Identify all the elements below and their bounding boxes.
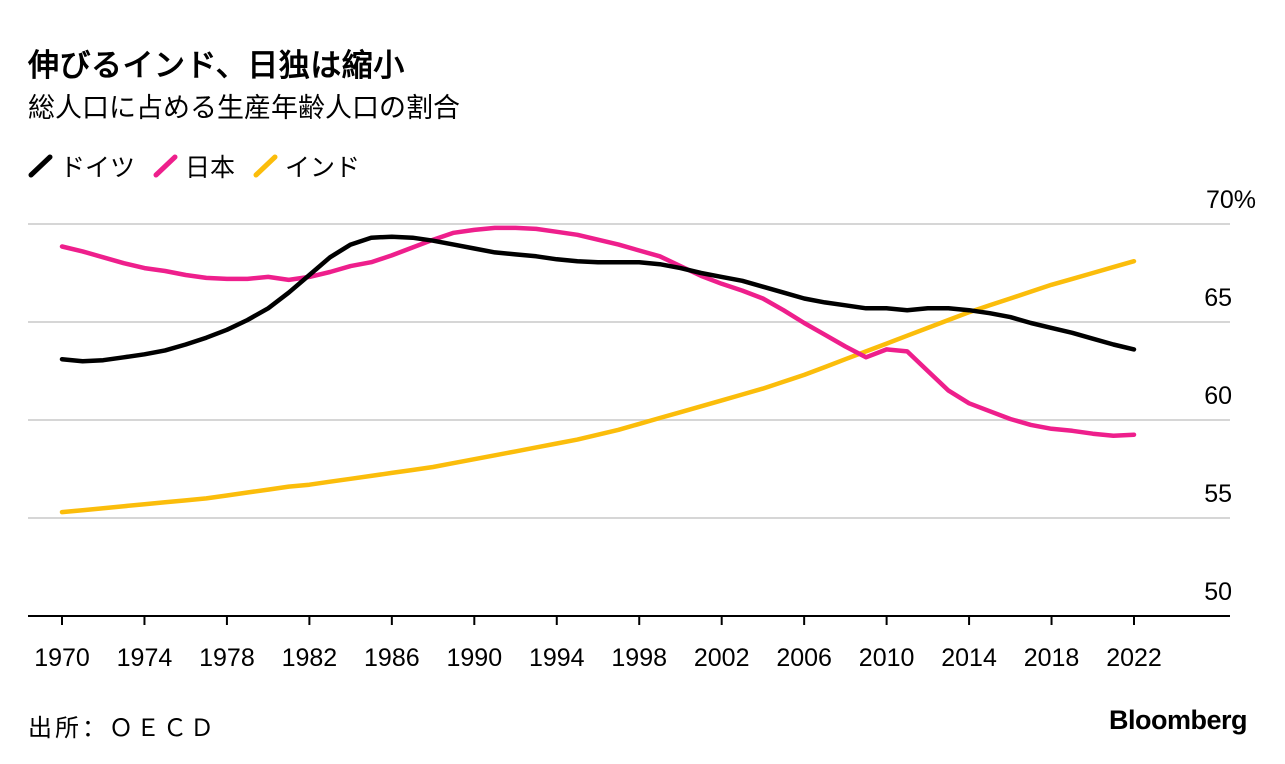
chart-subtitle: 総人口に占める生産年齢人口の割合 — [28, 93, 460, 124]
x-tick-label-1998: 1998 — [611, 644, 667, 672]
series-line-germany — [59, 234, 1137, 364]
bloomberg-logo: Bloomberg — [1108, 705, 1248, 735]
legend-swatch-india — [253, 154, 278, 178]
legend-swatch-japan — [153, 154, 178, 178]
y-tick-label-60: 60 — [1204, 382, 1232, 410]
x-tick-label-1994: 1994 — [529, 644, 585, 672]
series-lines — [59, 225, 1137, 515]
legend-item-germany: ドイツ — [28, 148, 135, 184]
x-tick-label-1986: 1986 — [364, 644, 420, 672]
x-tick-label-2014: 2014 — [941, 644, 997, 672]
legend-swatch-germany — [28, 154, 53, 178]
x-tick-label-1978: 1978 — [199, 644, 255, 672]
legend: ドイツ 日本 インド — [28, 148, 378, 184]
x-tick-label-1974: 1974 — [117, 644, 173, 672]
legend-label-germany: ドイツ — [60, 153, 136, 182]
chart-title: 伸びるインド、日独は縮小 — [28, 48, 405, 84]
x-axis: 1970 1974 1978 1982 1986 1990 1994 1998 2002 2006… — [28, 615, 1230, 672]
y-tick-label-65: 65 — [1204, 284, 1232, 312]
x-tick-label-1990: 1990 — [446, 644, 502, 672]
x-tick-label-1970: 1970 — [34, 644, 90, 672]
legend-label-india: インド — [285, 153, 361, 182]
y-tick-label-50: 50 — [1204, 578, 1232, 606]
series-line-india — [59, 258, 1137, 515]
x-tick-label-2018: 2018 — [1024, 644, 1080, 672]
gridlines — [28, 223, 1230, 519]
legend-item-japan: 日本 — [153, 148, 235, 184]
x-tick-label-1982: 1982 — [282, 644, 338, 672]
legend-item-india: インド — [253, 148, 360, 184]
x-tick-label-2002: 2002 — [694, 644, 750, 672]
y-axis-tick-labels: 50 55 60 65 70% — [1204, 186, 1256, 606]
y-tick-label-55: 55 — [1204, 480, 1232, 508]
source-note: 出所：ＯＥＣＤ — [28, 714, 217, 742]
y-tick-label-70: 70% — [1206, 186, 1256, 214]
x-tick-label-2006: 2006 — [776, 644, 832, 672]
series-line-japan — [59, 225, 1137, 438]
x-tick-label-2010: 2010 — [859, 644, 915, 672]
x-tick-label-2022: 2022 — [1106, 644, 1162, 672]
legend-label-japan: 日本 — [185, 153, 236, 182]
